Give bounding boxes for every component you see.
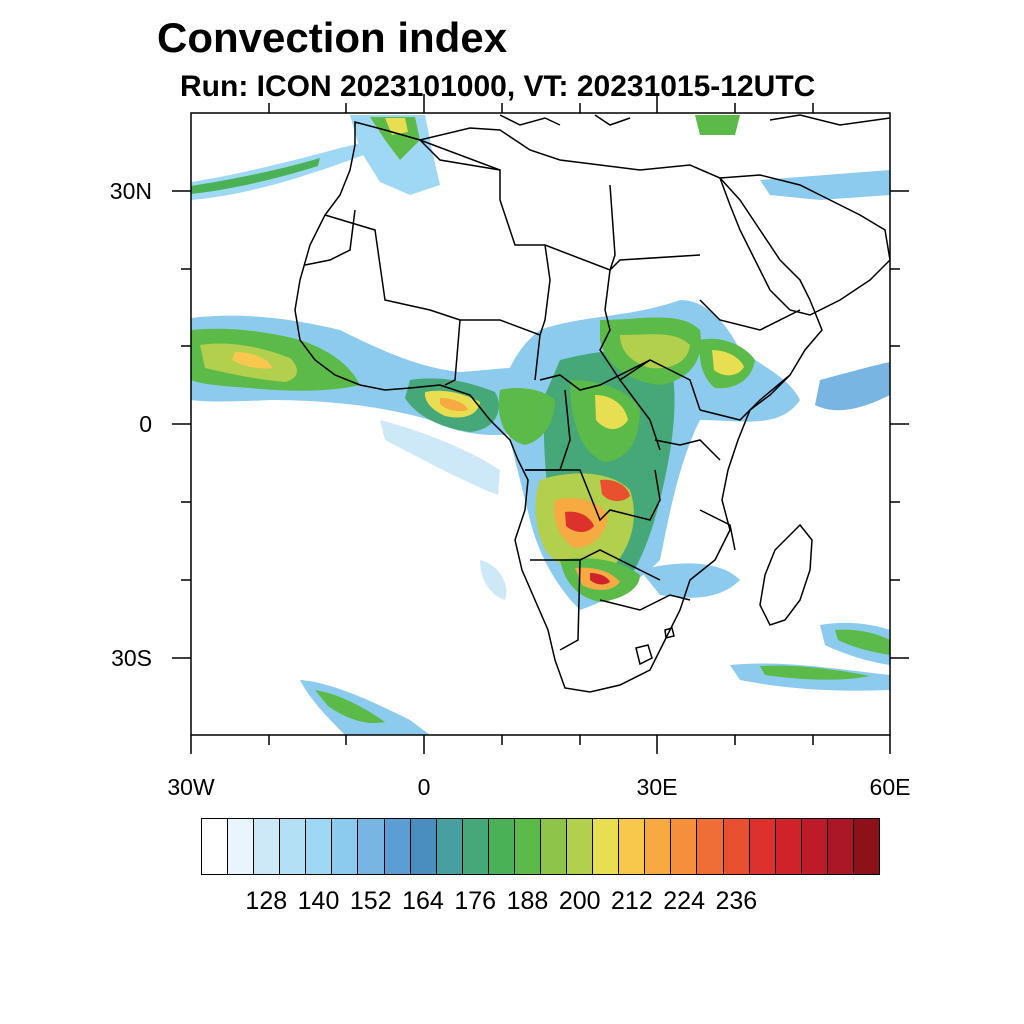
colorbar-box xyxy=(567,819,594,874)
lat-label-30n: 30N xyxy=(109,178,152,204)
colorbar-box xyxy=(306,819,333,874)
lon-label-30e: 30E xyxy=(636,774,678,800)
colorbar-label: 200 xyxy=(558,887,601,915)
colorbar-box xyxy=(488,819,515,874)
colorbar-box xyxy=(358,819,385,874)
colorbar-box xyxy=(645,819,672,874)
convection-field xyxy=(191,115,890,735)
colorbar-box xyxy=(723,819,750,874)
lon-label-60e: 60E xyxy=(869,774,911,800)
colorbar-box xyxy=(853,819,880,874)
colorbar-box xyxy=(697,819,724,874)
chart-subtitle: Run: ICON 2023101000, VT: 20231015-12UTC xyxy=(180,70,816,103)
colorbar-box xyxy=(228,819,255,874)
coastlines-and-borders xyxy=(294,114,890,693)
colorbar-box xyxy=(827,819,854,874)
lat-label-30s: 30S xyxy=(111,645,152,671)
chart-title: Convection index xyxy=(157,14,508,61)
colorbar-box xyxy=(384,819,411,874)
colorbar-box xyxy=(749,819,776,874)
colorbar-box xyxy=(514,819,542,874)
colorbar-box xyxy=(202,819,229,874)
colorbar-box xyxy=(801,819,828,874)
colorbar-label: 224 xyxy=(663,887,705,915)
colorbar-label: 188 xyxy=(506,887,549,915)
colorbar-label: 152 xyxy=(349,887,392,915)
colorbar-box xyxy=(619,819,646,874)
colorbar-label: 164 xyxy=(402,887,444,915)
lat-label-0: 0 xyxy=(139,411,152,437)
colorbar-label: 236 xyxy=(715,887,758,915)
colorbar-label: 140 xyxy=(297,887,340,915)
colorbar-box xyxy=(541,819,568,874)
colorbar-label: 212 xyxy=(611,887,653,915)
lon-label-30w: 30W xyxy=(167,774,215,800)
colorbar-label: 176 xyxy=(454,887,497,915)
colorbar-label: 128 xyxy=(245,887,288,915)
lon-label-0: 0 xyxy=(417,774,431,800)
colorbar-box xyxy=(593,819,620,874)
colorbar-box xyxy=(462,819,489,874)
colorbar-box xyxy=(775,819,802,874)
colorbar xyxy=(201,818,880,875)
colorbar-box xyxy=(436,819,463,874)
colorbar-box xyxy=(332,819,359,874)
colorbar-box xyxy=(280,819,307,874)
colorbar-box xyxy=(410,819,437,874)
axis-ticks xyxy=(172,94,909,754)
colorbar-box xyxy=(254,819,281,874)
colorbar-box xyxy=(671,819,698,874)
